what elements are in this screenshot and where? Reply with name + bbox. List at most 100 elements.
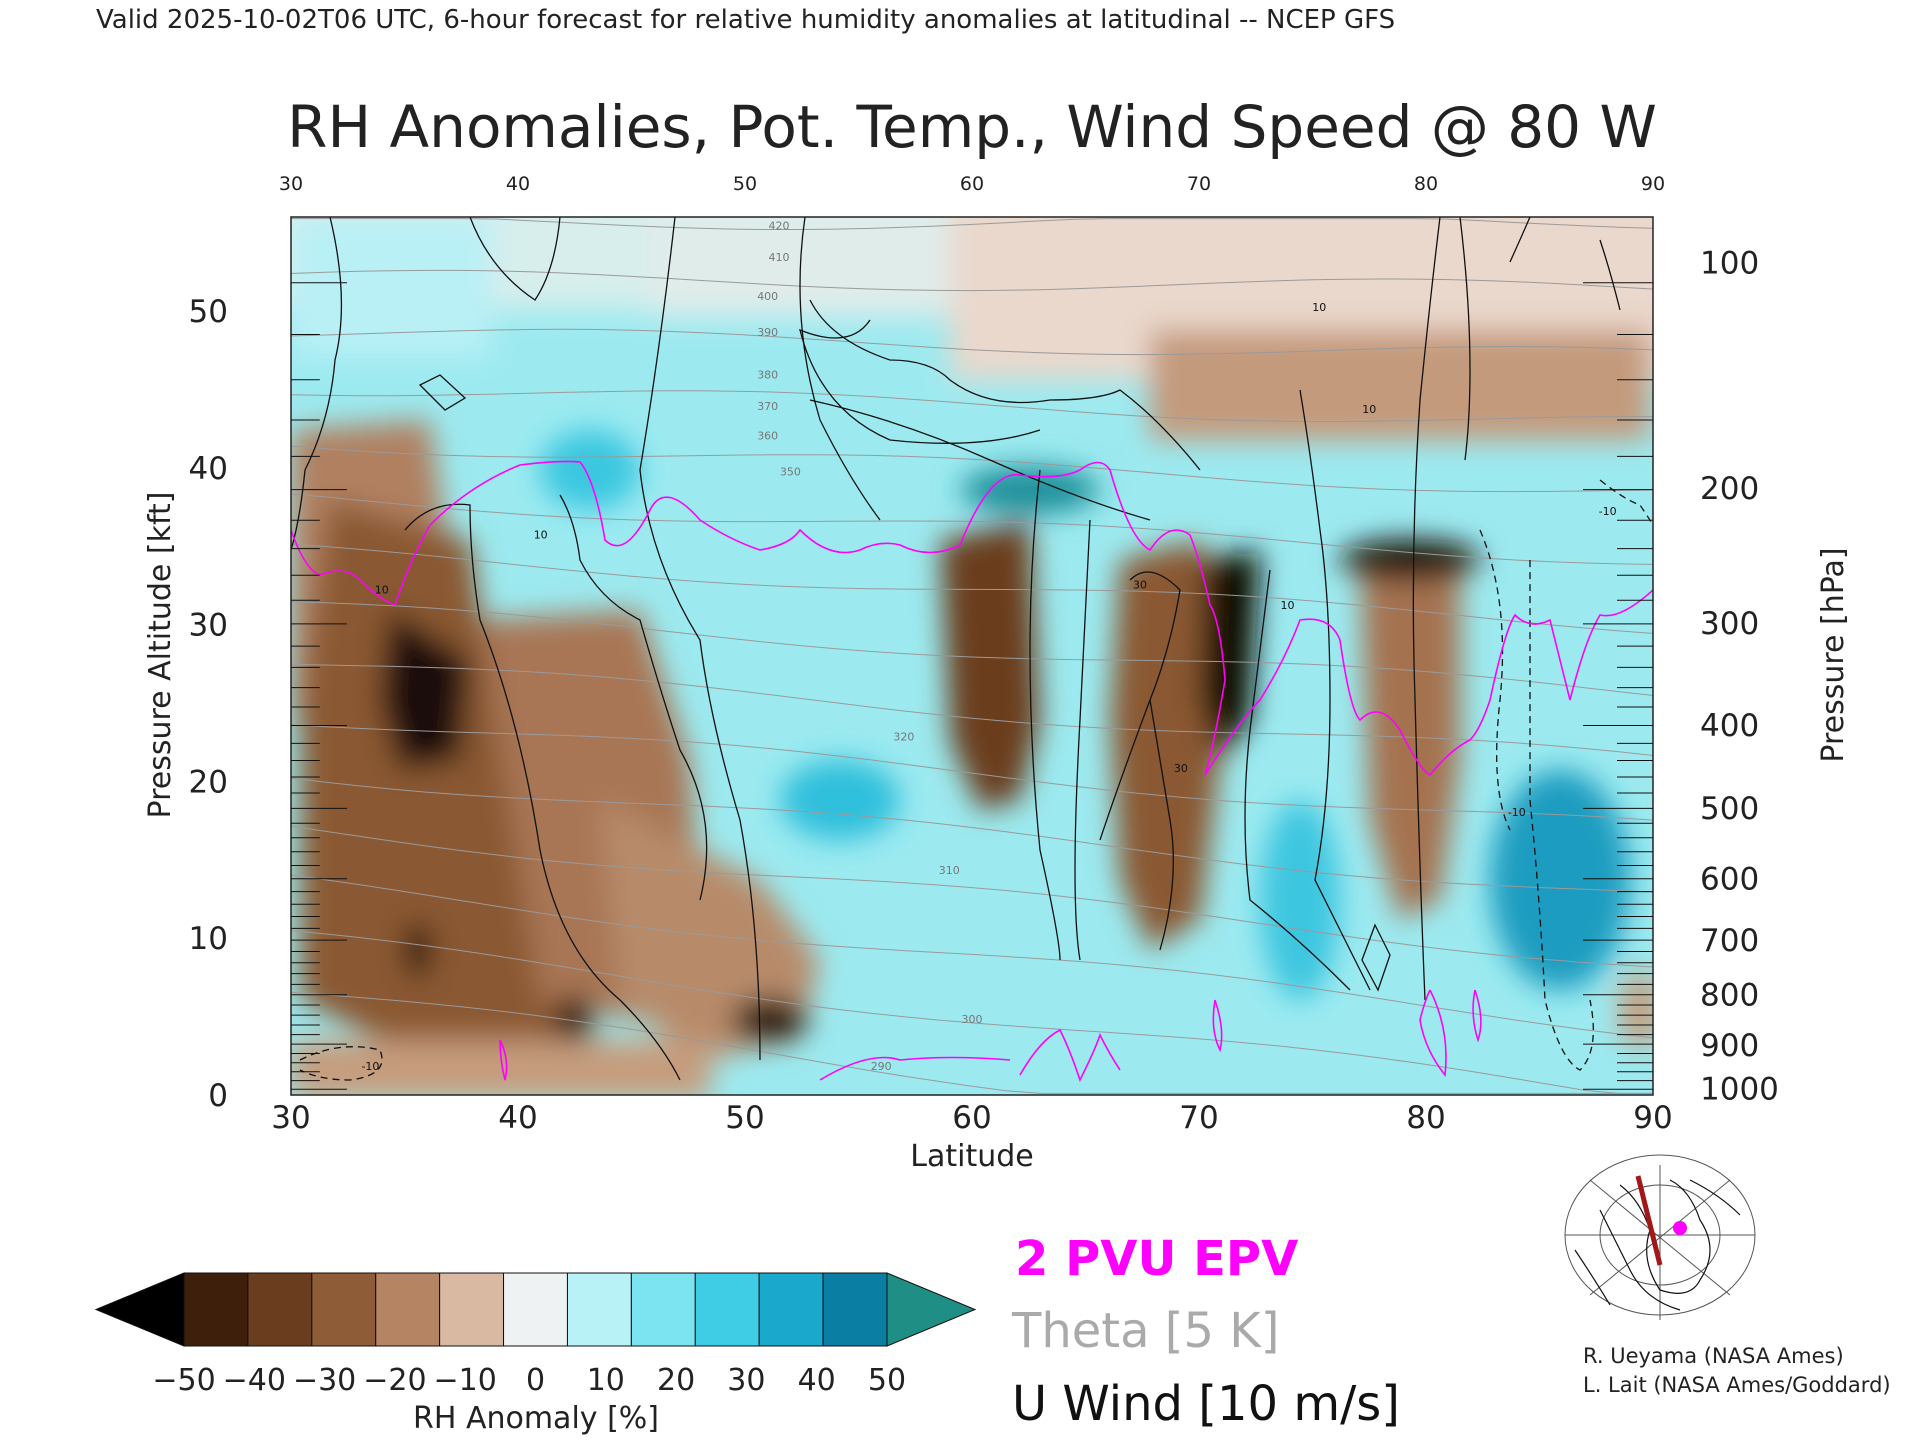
theta-contour	[291, 930, 1653, 1094]
uwind-label: 30	[1133, 579, 1147, 592]
x-tick-label: 60	[952, 1100, 991, 1136]
y-tick-label: 50	[189, 294, 228, 330]
colorbar-bin	[758, 1272, 824, 1347]
uwind-label: 10	[1362, 403, 1376, 416]
uwind-contour	[1361, 923, 1391, 992]
theta-contour	[291, 991, 1653, 1094]
theta-label: 310	[939, 864, 960, 877]
x-tick-label: 80	[1406, 1100, 1445, 1136]
colorbar-bin	[375, 1272, 441, 1347]
epv-contour	[1419, 989, 1447, 1078]
pressure-tick-label: 900	[1700, 1028, 1759, 1064]
y-tick-label: 10	[189, 921, 228, 957]
x-axis-bottom-ticks: 30 40 50 60 70 80 90	[271, 1100, 1672, 1136]
uwind-label: -10	[361, 1060, 379, 1073]
theta-contour	[291, 825, 1653, 968]
colorbar-tick-label: 30	[727, 1363, 765, 1398]
colorbar-high-arrow	[886, 1272, 977, 1347]
epv-contour	[1212, 999, 1223, 1053]
rh-anomaly-colorbar: −50 −40 −30 −20 −10 0 10 20 30 40 50	[94, 1272, 977, 1398]
uwind-contour	[1479, 529, 1511, 831]
theta-contour	[291, 390, 1653, 422]
x-axis-top-ticks: 30 40 50 60 70 80 90	[279, 173, 1665, 195]
y-axis-right-ticks: 100 200 300 400 500 600 700 800 900 1000	[1700, 245, 1779, 1107]
uwind-contour	[1299, 389, 1371, 991]
colorbar-tick-label: −40	[223, 1363, 286, 1398]
colorbar-tick-label: 50	[868, 1363, 906, 1398]
theta-contours	[291, 218, 1653, 1094]
uwind-contour	[1099, 571, 1181, 841]
colorbar-bin	[630, 1272, 696, 1347]
theta-label: 380	[757, 368, 778, 381]
uwind-contour	[1459, 217, 1471, 461]
theta-contour	[291, 874, 1653, 1039]
uwind-label: 10	[1312, 301, 1326, 314]
theta-label: 400	[757, 290, 778, 303]
pressure-minor-ticks	[291, 282, 1653, 1090]
pressure-tick-label: 300	[1700, 606, 1759, 642]
uwind-contour	[1529, 559, 1594, 1071]
theta-contour	[291, 493, 1653, 565]
x-tick-label: 40	[498, 1100, 537, 1136]
theta-contour	[291, 777, 1653, 893]
pressure-tick-label: 400	[1700, 708, 1759, 744]
uwind-label: -10	[1508, 806, 1526, 819]
theta-label: 300	[962, 1013, 983, 1026]
uwind-contour	[1074, 519, 1091, 961]
locator-map	[1560, 1154, 1758, 1320]
colorbar-tick-label: −10	[434, 1363, 497, 1398]
x-axis-label: Latitude	[910, 1139, 1033, 1174]
colorbar-bin	[311, 1272, 377, 1347]
colorbar-tick-label: −20	[363, 1363, 426, 1398]
uwind-contour	[1599, 479, 1653, 526]
epv-2pvu-contour	[291, 460, 1653, 1083]
colorbar-bin	[694, 1272, 760, 1347]
x-top-tick-label: 30	[279, 173, 303, 195]
uwind-contour	[1244, 569, 1351, 991]
pressure-tick-label: 600	[1700, 862, 1759, 898]
theta-label: 420	[769, 220, 790, 233]
theta-contour	[291, 445, 1653, 493]
x-top-tick-label: 90	[1641, 173, 1665, 195]
colorbar-label: RH Anomaly [%]	[413, 1401, 659, 1436]
uwind-contour	[291, 217, 343, 551]
colorbar-low-arrow	[94, 1272, 185, 1347]
colorbar-tick-label: 10	[587, 1363, 625, 1398]
colorbar-bin	[822, 1272, 888, 1347]
x-tick-label: 30	[271, 1100, 310, 1136]
theta-label: 410	[769, 251, 790, 264]
theta-contour	[291, 724, 1653, 821]
pressure-tick-label: 1000	[1700, 1072, 1779, 1108]
epv-contour	[499, 1039, 508, 1081]
uwind-contour-labels: 10 10 10 10 10 30 30 -10 -10 -10	[361, 301, 1616, 1073]
uwind-contour	[799, 319, 1041, 444]
colorbar-bin	[183, 1272, 249, 1347]
pressure-tick-label: 100	[1700, 245, 1759, 281]
theta-label: 370	[757, 400, 778, 413]
credit-line-1: R. Ueyama (NASA Ames)	[1583, 1344, 1844, 1368]
y-tick-label: 0	[208, 1078, 228, 1114]
y-tick-label: 20	[189, 764, 228, 800]
epv-contour	[1472, 989, 1482, 1043]
uwind-contour	[299, 1046, 383, 1081]
uwind-label: 10	[1281, 599, 1295, 612]
chart-title: RH Anomalies, Pot. Temp., Wind Speed @ 8…	[287, 93, 1657, 161]
theta-label: 290	[871, 1060, 892, 1073]
uwind-contour	[418, 374, 467, 411]
legend-theta: Theta [5 K]	[1011, 1303, 1280, 1359]
y-axis-left-ticks: 0 10 20 30 40 50	[189, 294, 228, 1114]
uwind-contour	[1509, 217, 1531, 263]
uwind-contour	[404, 503, 681, 1081]
forecast-subtitle: Valid 2025-10-02T06 UTC, 6-hour forecast…	[96, 5, 1395, 35]
y2-axis-label: Pressure [hPa]	[1816, 547, 1851, 762]
theta-contour	[291, 663, 1653, 756]
uwind-label: 30	[1174, 762, 1188, 775]
y-axis-label: Pressure Altitude [kft]	[143, 492, 178, 819]
colorbar-tick-label: 0	[526, 1363, 545, 1398]
uwind-contours	[291, 217, 1621, 1081]
pressure-tick-label: 800	[1700, 978, 1759, 1014]
theta-label: 390	[757, 326, 778, 339]
x-top-tick-label: 40	[506, 173, 530, 195]
colorbar-tick-label: 20	[657, 1363, 695, 1398]
